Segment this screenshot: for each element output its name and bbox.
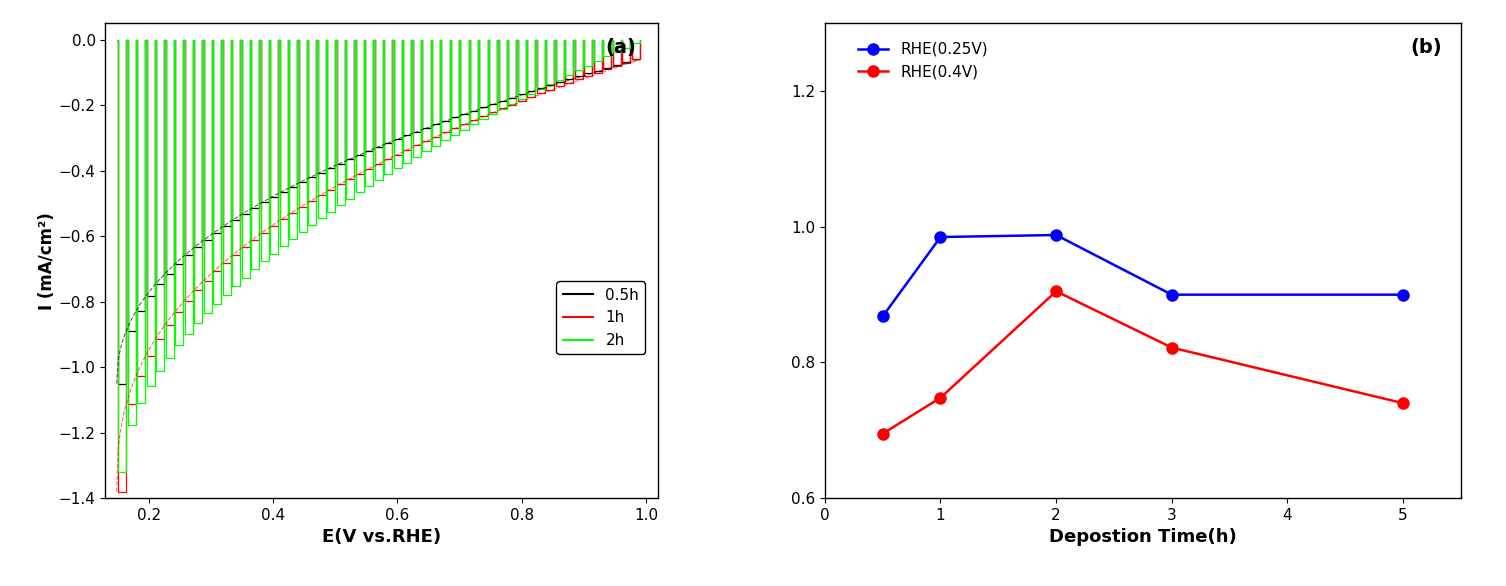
RHE(0.4V) — [1163, 344, 1181, 351]
Line: RHE(0.4V): RHE(0.4V) — [876, 286, 1408, 440]
RHE(0.4V) — [873, 430, 892, 437]
Legend: RHE(0.25V), RHE(0.4V): RHE(0.25V), RHE(0.4V) — [851, 36, 994, 86]
RHE(0.25V) — [873, 313, 892, 320]
Text: (b): (b) — [1410, 38, 1441, 57]
RHE(0.25V) — [1395, 291, 1413, 298]
X-axis label: E(V vs.RHE): E(V vs.RHE) — [322, 529, 441, 546]
Line: RHE(0.25V): RHE(0.25V) — [876, 230, 1408, 322]
RHE(0.4V) — [932, 394, 950, 401]
X-axis label: Depostion Time(h): Depostion Time(h) — [1050, 529, 1236, 546]
RHE(0.25V) — [932, 234, 950, 241]
RHE(0.4V) — [1395, 400, 1413, 407]
Text: (a): (a) — [605, 38, 637, 57]
RHE(0.4V) — [1047, 288, 1065, 295]
Y-axis label: I (mA/cm²): I (mA/cm²) — [38, 212, 56, 309]
Legend: 0.5h, 1h, 2h: 0.5h, 1h, 2h — [557, 281, 645, 354]
RHE(0.25V) — [1163, 291, 1181, 298]
RHE(0.25V) — [1047, 231, 1065, 239]
